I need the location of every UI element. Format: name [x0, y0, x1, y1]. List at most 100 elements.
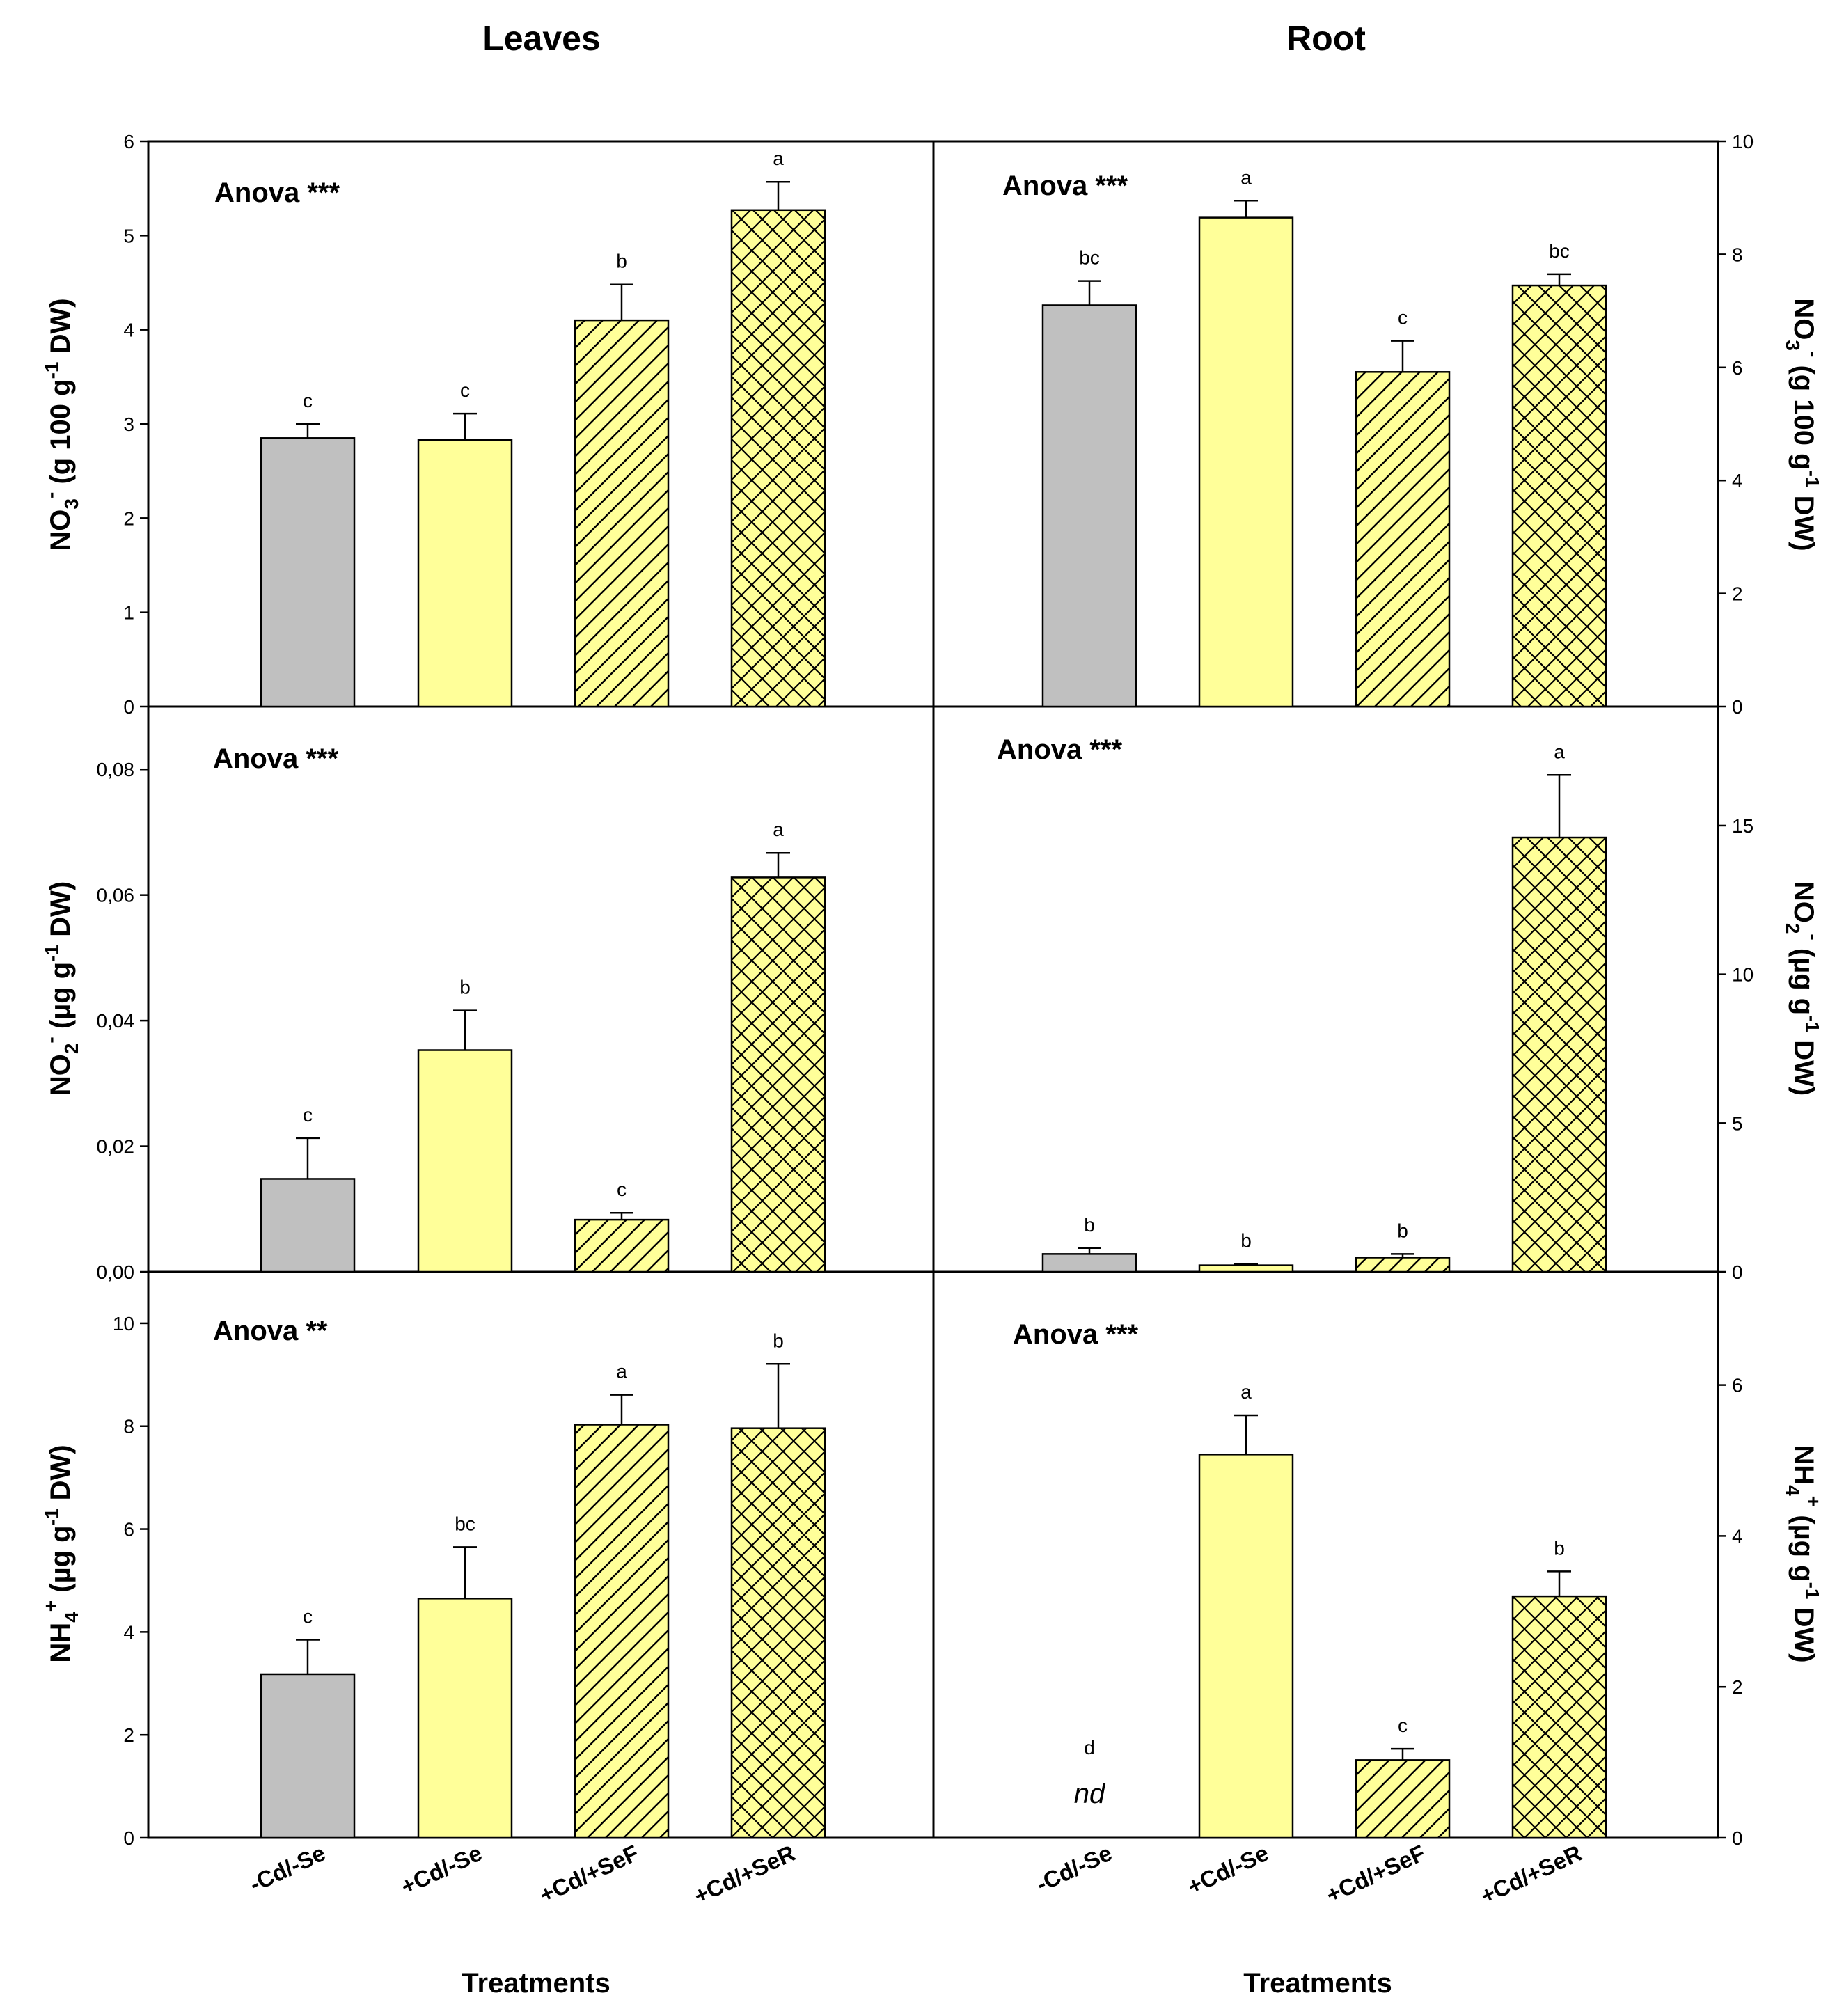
significance-letter-leaves-nitrate-3: b — [616, 251, 627, 272]
y-label-text: (µg g — [1788, 940, 1819, 1015]
x-label-root-cat1: -Cd/-Se — [1032, 1840, 1116, 1897]
bar-leaves-nitrate-3 — [574, 319, 670, 708]
y-axis-label-root-nitrite: NO2- (µg g-1 DW) — [1782, 881, 1825, 1096]
y-tick-label-leaves-nitrite: 0,06 — [97, 885, 135, 906]
x-label-leaves-cat4: +Cd/+SeR — [690, 1840, 799, 1909]
x-category-labels: -Cd/-Se +Cd/-Se +Cd/+SeF +Cd/+SeR -Cd/-S… — [246, 1840, 1586, 1909]
anova-annotation-root-nitrate: Anova *** — [1002, 171, 1128, 201]
y-label-text: (µg g — [1788, 1507, 1819, 1582]
y-label-superscript: + — [1803, 1496, 1825, 1507]
y-label-subscript: 4 — [1782, 1485, 1804, 1496]
y-label-superscript-2: -1 — [1802, 1582, 1823, 1600]
panel-root-nitrite: 0 5 10 15 NO2- (µg g-1 DW) Anova *** b b b a — [997, 734, 1825, 1283]
bar-leaves-nitrate-1 — [260, 437, 356, 708]
y-tick-label-leaves-nitrate: 2 — [123, 507, 134, 529]
y-label-main: NO — [45, 1054, 76, 1096]
y-axis-label-leaves-nitrite: NO2- (µg g-1 DW) — [40, 881, 82, 1096]
y-label-subscript: 3 — [61, 498, 82, 510]
y-label-end: DW) — [1788, 1032, 1819, 1096]
x-label-root-cat3: +Cd/+SeF — [1322, 1840, 1429, 1908]
x-axis-title-leaves: Treatments — [462, 1968, 610, 1999]
y-tick-label-root-nitrate: 10 — [1732, 131, 1754, 152]
y-label-superscript: - — [1803, 351, 1825, 357]
y-label-text: (µg g — [45, 1525, 76, 1600]
significance-letter-leaves-nitrate-4: a — [773, 148, 784, 169]
y-tick-label-leaves-nitrite: 0,02 — [97, 1136, 135, 1158]
bar-leaves-nitrate-2 — [417, 439, 513, 708]
bar-leaves-nitrite-1 — [260, 1178, 356, 1273]
significance-letter-leaves-nitrate-1: c — [303, 390, 313, 411]
y-axis-label-leaves-ammonium: NH4+ (µg g-1 DW) — [40, 1444, 82, 1662]
y-tick-label-leaves-nitrate: 3 — [123, 414, 134, 435]
y-tick-label-leaves-ammonium: 6 — [123, 1519, 134, 1541]
y-label-subscript: 2 — [1782, 923, 1804, 934]
y-label-main: NO — [1788, 298, 1819, 340]
y-tick-label-leaves-ammonium: 0 — [123, 1827, 134, 1849]
y-label-end: DW) — [45, 1444, 76, 1508]
y-tick-label-leaves-nitrate: 5 — [123, 225, 134, 246]
y-tick-label-leaves-ammonium: 4 — [123, 1621, 134, 1643]
panel-frames — [147, 140, 1719, 1839]
y-axis-label-root-nitrate: NO3- (g 100 g-1 DW) — [1782, 298, 1825, 551]
column-title-root: Root — [1286, 19, 1366, 58]
significance-letter-leaves-ammonium-4: b — [773, 1330, 784, 1351]
panel-leaves-nitrite: 0,00 0,02 0,04 0,06 0,08 NO2- (µg g-1 DW) Anov… — [40, 743, 826, 1283]
bar-root-nitrate-3 — [1355, 371, 1451, 708]
y-label-superscript-2: -1 — [41, 945, 63, 962]
y-tick-label-root-nitrite: 15 — [1732, 815, 1754, 837]
significance-letter-root-ammonium-4: b — [1554, 1537, 1565, 1559]
bar-leaves-ammonium-4 — [730, 1427, 826, 1839]
x-label-leaves-cat2: +Cd/-Se — [397, 1840, 486, 1900]
bar-leaves-ammonium-1 — [260, 1673, 356, 1839]
x-label-root-cat4: +Cd/+SeR — [1476, 1840, 1586, 1909]
significance-letter-leaves-nitrite-1: c — [303, 1104, 313, 1126]
bar-leaves-ammonium-3 — [574, 1424, 670, 1839]
y-tick-label-root-nitrate: 8 — [1732, 244, 1743, 265]
column-title-leaves: Leaves — [482, 19, 601, 58]
significance-letter-leaves-ammonium-2: bc — [455, 1513, 475, 1534]
y-axis-label-root-ammonium: NH4+ (µg g-1 DW) — [1782, 1444, 1825, 1662]
bar-leaves-nitrite-3 — [574, 1218, 670, 1273]
y-label-text: (g 100 g — [45, 379, 76, 491]
y-tick-label-root-nitrate: 6 — [1732, 357, 1743, 379]
y-label-superscript: - — [40, 1037, 61, 1043]
significance-letter-root-nitrate-4: bc — [1549, 240, 1570, 262]
bar-root-nitrite-2 — [1198, 1264, 1294, 1273]
bar-root-nitrate-2 — [1198, 216, 1294, 708]
x-label-root-cat2: +Cd/-Se — [1183, 1840, 1272, 1900]
bar-root-nitrite-4 — [1511, 836, 1607, 1273]
y-label-subscript: 4 — [61, 1612, 82, 1623]
y-tick-label-leaves-ammonium: 10 — [113, 1313, 134, 1334]
bar-leaves-ammonium-2 — [417, 1598, 513, 1839]
y-tick-label-leaves-nitrite: 0,04 — [97, 1010, 135, 1032]
y-tick-label-leaves-ammonium: 2 — [123, 1724, 134, 1746]
anova-annotation-leaves-nitrate: Anova *** — [214, 178, 340, 208]
significance-letter-leaves-nitrate-2: c — [460, 379, 470, 401]
y-tick-label-leaves-nitrate: 4 — [123, 320, 134, 341]
y-tick-label-leaves-nitrate: 0 — [123, 696, 134, 718]
not-detected-label-root-ammonium: nd — [1074, 1779, 1106, 1809]
significance-letter-root-nitrite-1: b — [1084, 1214, 1095, 1236]
y-axis-label-leaves-nitrate: NO3- (g 100 g-1 DW) — [40, 298, 82, 551]
y-label-superscript-2: -1 — [41, 1508, 63, 1525]
significance-letter-leaves-nitrite-2: b — [459, 977, 471, 998]
x-label-leaves-cat1: -Cd/-Se — [246, 1840, 329, 1897]
bar-root-nitrate-4 — [1511, 284, 1607, 708]
bar-leaves-nitrite-2 — [417, 1049, 513, 1273]
significance-letter-leaves-nitrite-4: a — [773, 819, 784, 840]
y-tick-label-root-ammonium: 2 — [1732, 1676, 1743, 1698]
y-tick-label-root-nitrate: 4 — [1732, 470, 1743, 491]
y-tick-label-leaves-nitrite: 0,08 — [97, 759, 135, 780]
y-tick-label-leaves-nitrite: 0,00 — [97, 1261, 135, 1283]
y-label-superscript: + — [40, 1600, 61, 1612]
significance-letter-leaves-ammonium-3: a — [616, 1361, 627, 1383]
anova-annotation-leaves-ammonium: Anova ** — [213, 1316, 328, 1346]
y-label-superscript: - — [1803, 934, 1825, 940]
y-label-end: DW) — [1788, 488, 1819, 551]
significance-letter-root-nitrite-3: b — [1397, 1220, 1408, 1241]
frame-root-ammonium — [932, 1270, 1719, 1839]
